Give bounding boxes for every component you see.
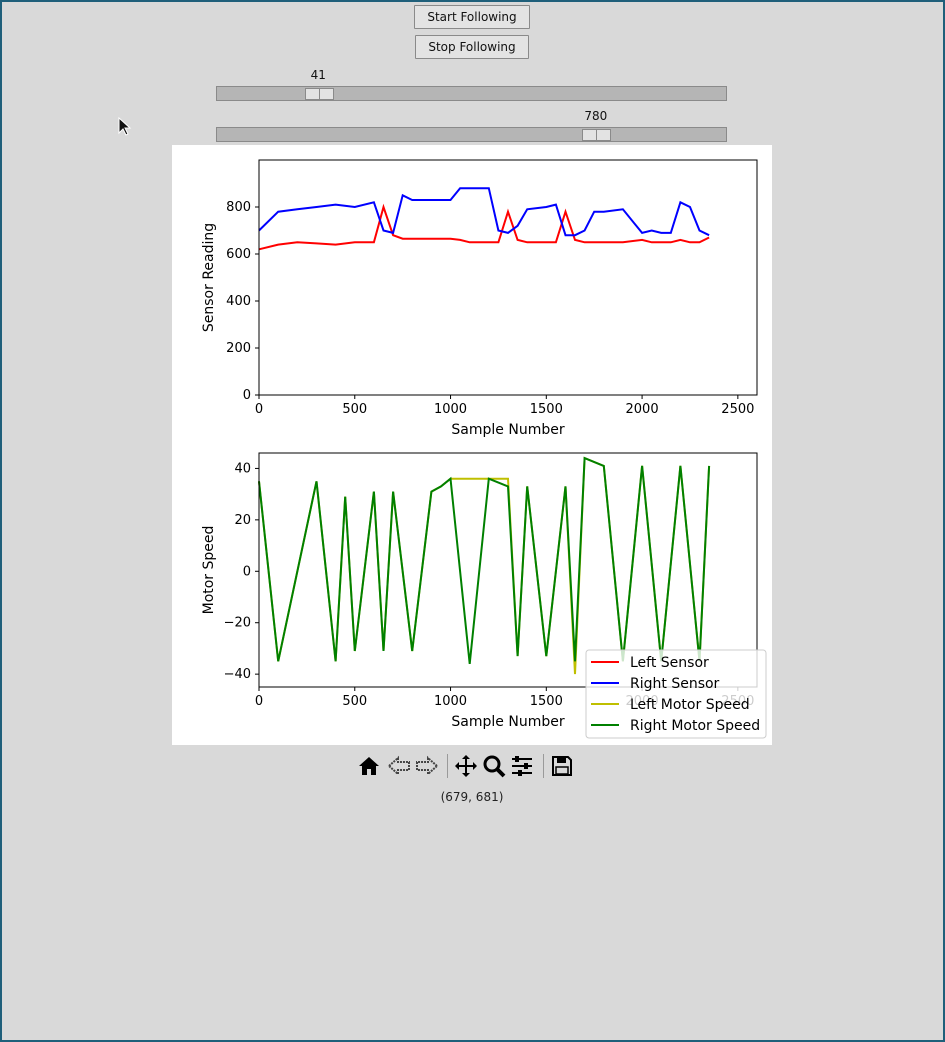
y-axis-label: Sensor Reading — [201, 223, 217, 332]
figure-canvas: 0 500 1000 1500 2000 25000200400600800Sample … — [201, 159, 767, 739]
pan-icon[interactable] — [452, 752, 480, 780]
legend-box — [585, 649, 767, 739]
legend-label: Right Sensor — [630, 676, 720, 692]
x-axis-label: Sample Number — [451, 714, 564, 730]
cursor-coordinates: (679, 681) — [440, 790, 504, 804]
slider-1-track[interactable] — [216, 86, 727, 101]
slider-2-value: 780 — [584, 109, 608, 123]
configure-subplots-icon[interactable] — [508, 752, 536, 780]
x-tick-label: 500 — [342, 694, 367, 709]
x-tick-label: 1500 — [530, 694, 563, 709]
y-tick-label: 600 — [226, 247, 251, 262]
x-tick-label: 2500 — [721, 402, 754, 417]
toolbar-separator — [543, 754, 544, 778]
forward-icon[interactable] — [413, 752, 441, 780]
y-tick-label: −40 — [224, 667, 251, 682]
slider-2-thumb[interactable] — [582, 129, 612, 141]
slider-1-value: 41 — [310, 68, 326, 82]
x-tick-label: 1000 — [434, 402, 467, 417]
y-tick-label: 0 — [243, 564, 251, 579]
back-icon[interactable] — [385, 752, 413, 780]
start-following-button[interactable]: Start Following — [414, 5, 530, 29]
y-tick-label: 20 — [234, 513, 251, 528]
y-tick-label: 400 — [226, 294, 251, 309]
mouse-cursor-icon — [118, 116, 132, 141]
legend-label: Left Sensor — [630, 655, 709, 671]
x-tick-label: 2000 — [626, 402, 659, 417]
home-icon[interactable] — [355, 752, 383, 780]
y-tick-label: −20 — [224, 616, 251, 631]
series-line-left-sensor — [258, 203, 710, 251]
plot-figure[interactable]: 0 500 1000 1500 2000 2500 0 200 400 600 800 Sample … — [172, 145, 772, 745]
series-line-right-sensor — [258, 187, 710, 237]
x-axis-label: Sample Number — [451, 422, 564, 438]
series-line-left-motor-speed — [258, 456, 711, 675]
legend-label: Right Motor Speed — [630, 718, 760, 734]
legend-label: Left Motor Speed — [630, 697, 750, 713]
x-tick-label: 1500 — [530, 402, 563, 417]
axes-frame-2 — [258, 452, 758, 688]
axes-frame-1 — [258, 159, 758, 396]
stop-following-button[interactable]: Stop Following — [415, 35, 529, 59]
series-line-right-motor-speed — [258, 456, 711, 665]
x-tick-label: 500 — [342, 402, 367, 417]
x-tick-label: 0 — [255, 402, 263, 417]
slider-2-track[interactable] — [216, 127, 727, 142]
zoom-icon[interactable] — [480, 752, 508, 780]
y-tick-label: 40 — [234, 461, 251, 476]
y-tick-label: 800 — [226, 200, 251, 215]
toolbar-separator — [447, 754, 448, 778]
slider-1-thumb[interactable] — [304, 88, 334, 100]
save-icon[interactable] — [548, 752, 576, 780]
x-tick-label: 0 — [255, 694, 263, 709]
y-axis-label: Motor Speed — [201, 526, 217, 615]
y-tick-label: 0 — [243, 388, 251, 403]
y-tick-label: 200 — [226, 341, 251, 356]
x-tick-label: 1000 — [434, 694, 467, 709]
